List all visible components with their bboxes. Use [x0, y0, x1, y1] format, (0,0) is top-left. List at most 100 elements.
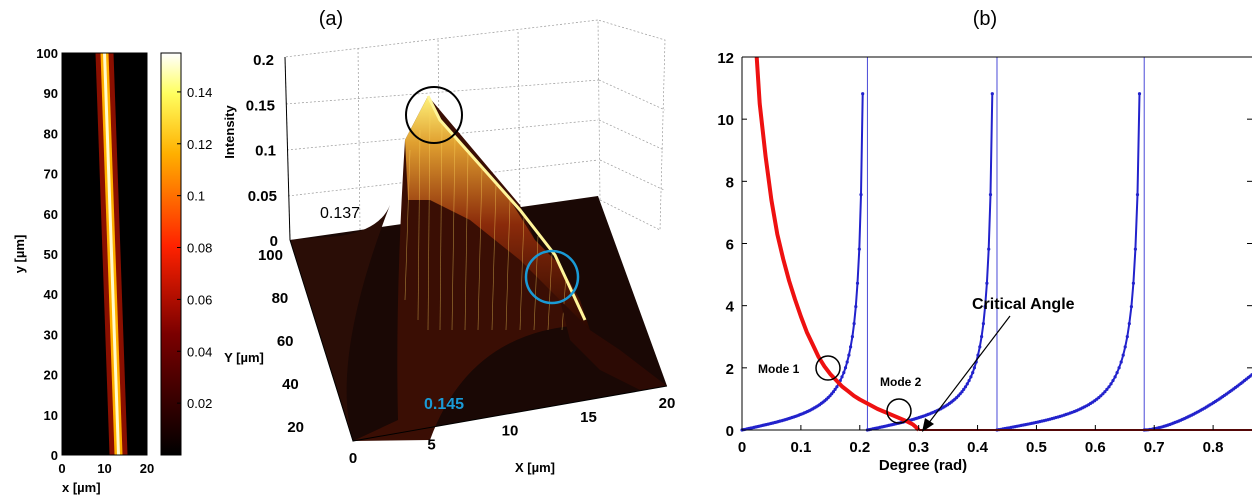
blue-curve-point	[1111, 379, 1115, 383]
blue-curve-point	[971, 371, 975, 375]
blue-curve-point	[962, 387, 966, 391]
blue-curve-point	[1113, 375, 1117, 379]
blue-curve-point	[972, 366, 977, 370]
blue-curve-point	[854, 305, 858, 309]
blue-curve-point	[967, 379, 971, 383]
surface-xtick-label: 5	[427, 436, 435, 453]
line-ytick-label: 12	[717, 50, 734, 67]
blue-curve-point	[843, 366, 848, 370]
blue-curve-point	[850, 335, 855, 339]
blue-curve-point	[1121, 353, 1125, 357]
colorbar-tick-label: 0.04	[187, 344, 212, 359]
blue-curve-point	[855, 281, 860, 285]
blue-curve-point	[852, 322, 856, 326]
heatmap-ylabel: y [µm]	[12, 235, 27, 274]
surface-xlabel: X [µm]	[515, 460, 555, 475]
heatmap-xlabel: x [µm]	[62, 480, 101, 495]
peak-marker-black	[405, 86, 463, 144]
line-xtick-label: 0.1	[790, 439, 811, 456]
colorbar-tick-label: 0.14	[187, 85, 212, 100]
surface-ytick-label: 20	[287, 419, 304, 436]
colorbar-tick-label: 0.08	[187, 241, 212, 256]
line-xtick-label: 0.3	[908, 439, 929, 456]
line-xtick-label: 0	[738, 439, 746, 456]
line-ytick-label: 10	[717, 112, 734, 129]
blue-curve-point	[960, 390, 964, 394]
blue-curve-point	[1103, 390, 1107, 394]
blue-curve-point	[847, 353, 851, 357]
colorbar-tick-label: 0.06	[187, 292, 212, 307]
line-xlabel: Degree (rad)	[879, 457, 967, 474]
surface-zlabel: Intensity	[222, 105, 237, 159]
blue-curve-point	[842, 371, 846, 375]
heatmap-xtick-label: 20	[140, 461, 154, 476]
heatmap-ytick-label: 10	[44, 408, 58, 423]
panel-label-a: (a)	[319, 8, 343, 30]
beam-core	[103, 53, 121, 455]
mode-1-label: Mode 1	[758, 362, 800, 376]
heatmap-panel: 0 10 20 0 10 20 30 40 50 60 70 80 90 100 x [µm] y [µ…	[12, 46, 212, 495]
blue-curve-point	[1123, 345, 1127, 349]
blue-curve-point	[1099, 394, 1103, 398]
blue-curve-point	[861, 92, 865, 96]
red-curve-line	[754, 56, 921, 432]
blue-curve-point	[1101, 392, 1105, 396]
heatmap-xtick-label: 10	[97, 461, 111, 476]
line-ytick-label: 8	[726, 174, 734, 191]
surface-ztick-label: 0.1	[255, 143, 276, 160]
blue-curve-point	[1127, 322, 1131, 326]
heatmap-ytick-label: 70	[44, 167, 58, 182]
line-ytick-label: 0	[726, 423, 734, 440]
blue-curve-point	[1109, 382, 1113, 386]
line-xtick-label: 0.6	[1085, 439, 1106, 456]
mode-2-marker	[886, 398, 912, 424]
blue-curve-point	[1125, 335, 1129, 339]
line-ytick-label: 6	[726, 237, 734, 254]
heatmap-ytick-label: 60	[44, 207, 58, 222]
blue-curve-point	[835, 385, 839, 389]
heatmap-ytick-label: 80	[44, 126, 58, 141]
blue-curve-point	[981, 322, 986, 326]
blue-curve-point	[1105, 387, 1109, 391]
surface-ytick-label: 60	[277, 333, 294, 350]
blue-curve-point	[840, 375, 844, 379]
colorbar-tick-label: 0.02	[187, 396, 212, 411]
blue-curve-point	[1133, 247, 1137, 251]
blue-curve-point	[849, 345, 853, 349]
critical-angle-label: Critical Angle	[972, 296, 1075, 313]
line-ytick-label: 4	[726, 299, 735, 316]
heatmap-ytick-label: 40	[44, 287, 58, 302]
blue-curve-point	[963, 385, 968, 389]
critical-angle-arrowhead	[922, 418, 934, 432]
heatmap-xtick-label: 0	[58, 461, 65, 476]
surface-ridge	[405, 96, 590, 330]
blue-curve-point	[980, 335, 984, 339]
red-curve	[754, 56, 921, 432]
mode-1-marker	[815, 355, 841, 381]
asymptote-lines	[866, 57, 1145, 430]
blue-curve-point	[1119, 360, 1123, 364]
blue-curve-point	[1129, 305, 1133, 309]
surface-ztick-label: 0.2	[253, 52, 274, 69]
surface-ytick-label: 40	[282, 376, 299, 393]
surface-ylabel: Y [µm]	[224, 350, 264, 365]
annotation-0145: 0.145	[424, 396, 464, 413]
blue-curve-point	[978, 345, 982, 349]
line-ytick-label: 2	[726, 361, 734, 378]
line-panel: (b) 0 0.1 0.2 0.3 0.4 0.5 0.6 0.7 0.8 024681012 …	[717, 8, 1252, 474]
blue-curve-point	[990, 92, 994, 96]
surface-panel: (a) 0.137	[222, 8, 675, 475]
line-xtick-label: 0.7	[1144, 439, 1165, 456]
critical-angle-arrow	[927, 315, 1011, 425]
heatmap-ytick-label: 50	[44, 247, 58, 262]
blue-curve-point	[857, 247, 861, 251]
blue-curve-point	[1117, 366, 1121, 370]
surface-xtick-label: 15	[580, 409, 597, 426]
surface-ztick-label: 0.15	[246, 97, 275, 114]
blue-curve-point	[1115, 371, 1119, 375]
blue-curve-point	[845, 360, 849, 364]
line-xtick-label: 0.8	[1203, 439, 1224, 456]
surface-xtick-label: 10	[502, 423, 519, 440]
blue-curve-point	[958, 392, 962, 396]
